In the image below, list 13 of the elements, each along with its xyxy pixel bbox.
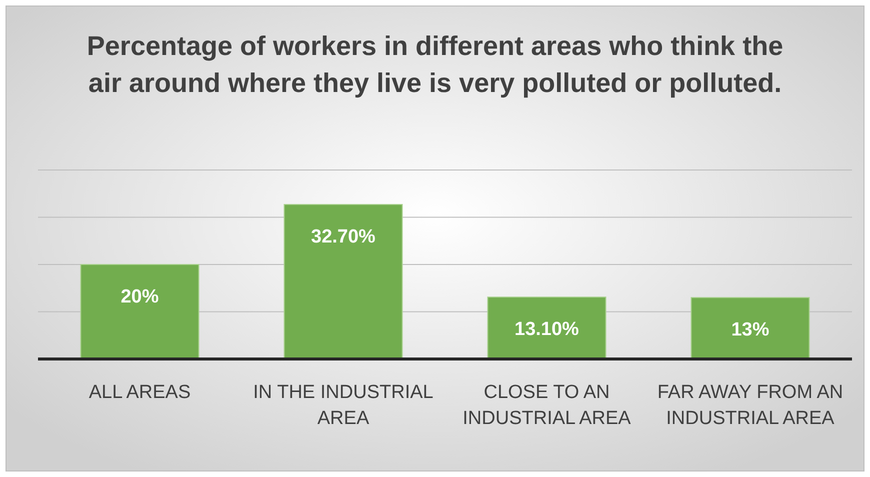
bar: [284, 204, 403, 360]
bar: [487, 296, 606, 360]
x-tick-label: FAR AWAY FROM AN INDUSTRIAL AREA: [657, 382, 844, 429]
chart-title: Percentage of workers in different areas who think the air around where they live is very polluted or polluted.: [86, 31, 784, 98]
x-tick-label: ALL AREAS: [88, 382, 191, 403]
bar: [80, 264, 200, 360]
x-tick-label: CLOSE TO AN INDUSTRIAL AREA: [462, 382, 632, 429]
data-label: 13%: [731, 320, 770, 341]
data-label: 13.10%: [514, 319, 580, 340]
data-label: 32.70%: [311, 226, 376, 248]
data-label: 20%: [120, 286, 159, 308]
bar: [690, 297, 810, 360]
x-tick-label: IN THE INDUSTRIAL AREA: [253, 382, 434, 429]
